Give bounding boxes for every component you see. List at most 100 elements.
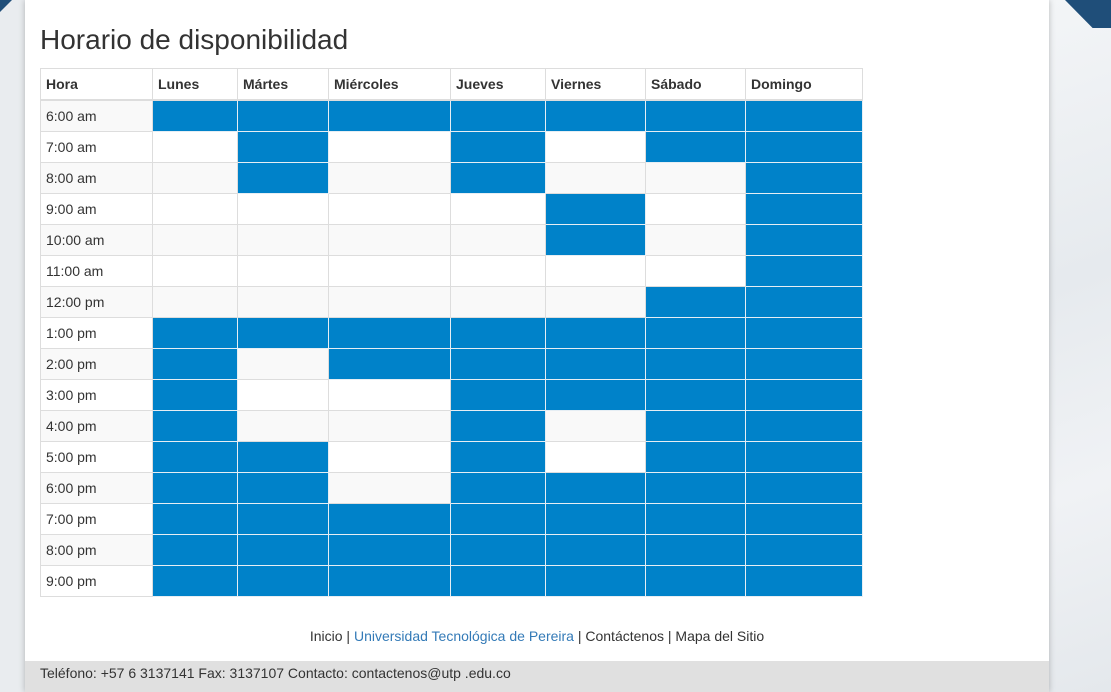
slot-available [745, 224, 863, 256]
slot-available [645, 317, 746, 349]
slot-unavailable [237, 255, 329, 287]
slot-available [745, 162, 863, 194]
slot-available [328, 99, 451, 132]
time-cell: 10:00 am [40, 224, 153, 256]
slot-available [645, 410, 746, 442]
slot-available [328, 565, 451, 597]
time-cell: 4:00 pm [40, 410, 153, 442]
column-header-1: Lunes [152, 68, 238, 101]
slot-unavailable [237, 379, 329, 411]
time-cell: 9:00 pm [40, 565, 153, 597]
slot-unavailable [450, 286, 546, 318]
footer-link-3[interactable]: Mapa del Sitio [675, 628, 765, 644]
footer-links: Inicio | Universidad Tecnológica de Pere… [25, 628, 1049, 644]
table-row: 8:00 pm [40, 534, 863, 566]
time-cell: 8:00 am [40, 162, 153, 194]
slot-unavailable [645, 162, 746, 194]
slot-available [745, 534, 863, 566]
footer-link-2[interactable]: Contáctenos [585, 628, 664, 644]
slot-available [745, 503, 863, 535]
slot-available [545, 503, 646, 535]
slot-unavailable [237, 224, 329, 256]
contact-email-link[interactable]: contactenos@utp .edu.co [351, 665, 511, 681]
slot-unavailable [328, 441, 451, 473]
footer-link-1[interactable]: Universidad Tecnológica de Pereira [353, 628, 574, 644]
slot-available [328, 503, 451, 535]
column-header-2: Mártes [237, 68, 329, 101]
slot-unavailable [545, 441, 646, 473]
slot-available [645, 286, 746, 318]
slot-available [745, 441, 863, 473]
background-decoration [1049, 0, 1111, 692]
slot-unavailable [152, 286, 238, 318]
slot-available [745, 565, 863, 597]
slot-unavailable [237, 410, 329, 442]
slot-available [545, 193, 646, 225]
footer-link-0[interactable]: Inicio [309, 628, 343, 644]
slot-available [645, 565, 746, 597]
table-row: 9:00 am [40, 193, 863, 225]
slot-unavailable [328, 162, 451, 194]
slot-unavailable [152, 131, 238, 163]
slot-available [745, 348, 863, 380]
slot-unavailable [328, 410, 451, 442]
slot-available [328, 534, 451, 566]
slot-available [237, 99, 329, 132]
slot-available [237, 472, 329, 504]
slot-available [645, 99, 746, 132]
time-cell: 12:00 pm [40, 286, 153, 318]
slot-unavailable [152, 255, 238, 287]
slot-available [152, 534, 238, 566]
slot-available [152, 348, 238, 380]
table-body: 6:00 am 7:00 am 8:00 am 9:00 am 10:00 am 11:0… [40, 99, 863, 597]
slot-available [152, 317, 238, 349]
slot-available [450, 441, 546, 473]
table-row: 11:00 am [40, 255, 863, 287]
slot-available [745, 379, 863, 411]
slot-available [237, 503, 329, 535]
slot-available [645, 534, 746, 566]
contact-text: Teléfono: +57 6 3137141 Fax: 3137107 Con… [40, 665, 352, 681]
slot-unavailable [328, 379, 451, 411]
background-left [0, 0, 25, 692]
availability-table: Hora Lunes Mártes Miércoles Jueves Viernes Sáb… [40, 68, 863, 597]
slot-available [152, 99, 238, 132]
time-cell: 5:00 pm [40, 441, 153, 473]
slot-unavailable [450, 224, 546, 256]
slot-available [745, 131, 863, 163]
footer-separator: | [342, 628, 354, 644]
slot-available [745, 410, 863, 442]
slot-available [152, 472, 238, 504]
table-row: 7:00 pm [40, 503, 863, 535]
slot-available [450, 565, 546, 597]
slot-unavailable [152, 162, 238, 194]
slot-available [645, 131, 746, 163]
time-cell: 9:00 am [40, 193, 153, 225]
slot-available [450, 131, 546, 163]
slot-available [645, 503, 746, 535]
slot-available [328, 317, 451, 349]
column-header-3: Miércoles [328, 68, 451, 101]
slot-available [237, 131, 329, 163]
column-header-5: Viernes [545, 68, 646, 101]
background-corner-left [0, 0, 12, 12]
column-header-4: Jueves [450, 68, 546, 101]
slot-unavailable [645, 255, 746, 287]
slot-available [237, 565, 329, 597]
slot-available [545, 379, 646, 411]
table-row: 9:00 pm [40, 565, 863, 597]
slot-available [745, 317, 863, 349]
footer-contact: Teléfono: +57 6 3137141 Fax: 3137107 Con… [40, 665, 511, 681]
slot-available [545, 348, 646, 380]
table-row: 6:00 pm [40, 472, 863, 504]
slot-available [450, 534, 546, 566]
time-cell: 6:00 am [40, 99, 153, 132]
slot-available [450, 348, 546, 380]
slot-available [450, 379, 546, 411]
table-row: 3:00 pm [40, 379, 863, 411]
slot-available [328, 348, 451, 380]
slot-unavailable [450, 255, 546, 287]
slot-available [450, 472, 546, 504]
slot-unavailable [328, 472, 451, 504]
slot-available [152, 565, 238, 597]
